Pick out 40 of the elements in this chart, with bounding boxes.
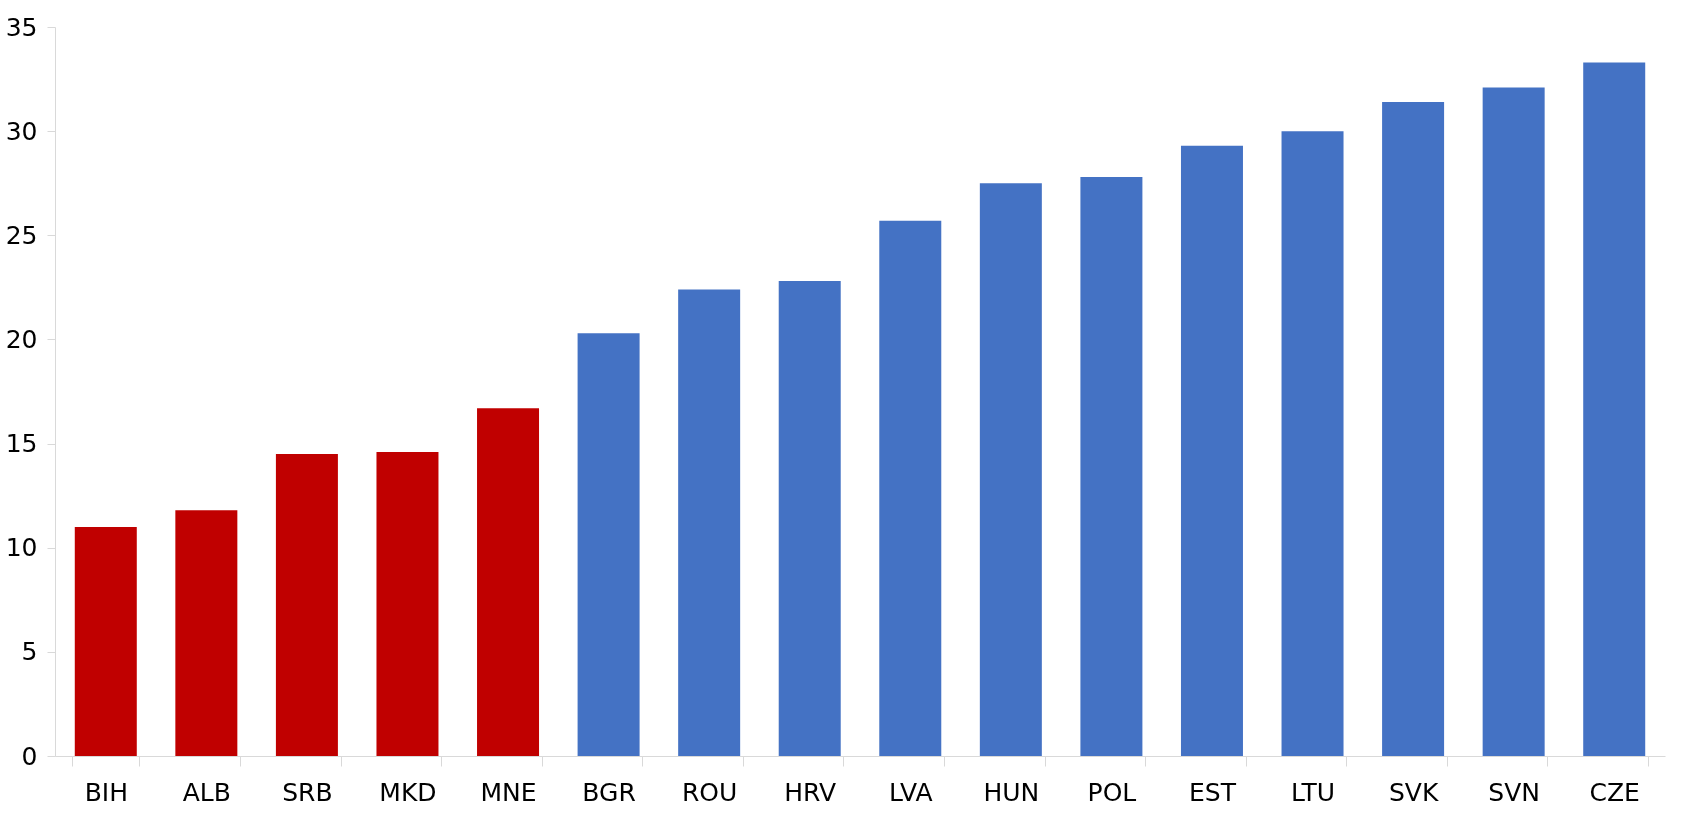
x-tick-label: BGR [582, 777, 636, 807]
bar [1281, 131, 1344, 756]
x-tick-label: ROU [681, 777, 738, 807]
bar [376, 451, 439, 756]
bar [175, 510, 238, 756]
y-tick-label: 5 [21, 637, 38, 667]
x-tick-label: HUN [983, 777, 1040, 807]
x-tick-label: SVK [1388, 777, 1439, 807]
bar [275, 453, 338, 756]
bar [1382, 101, 1445, 756]
bar [1180, 145, 1243, 756]
bar [778, 281, 841, 756]
x-tick-label: EST [1189, 777, 1237, 807]
x-tick-label: ALB [182, 777, 231, 807]
bar [879, 220, 942, 756]
bar [678, 289, 741, 756]
y-tick-label: 25 [5, 220, 38, 250]
x-tick-label: MKD [379, 777, 437, 807]
y-tick-label: 15 [5, 429, 38, 459]
bar [1080, 176, 1143, 756]
bar [577, 333, 640, 756]
bar [477, 408, 540, 756]
x-tick-label: LTU [1291, 777, 1336, 807]
bar [1482, 87, 1545, 756]
x-tick-label: POL [1087, 777, 1137, 807]
bar [74, 526, 137, 756]
bar [979, 183, 1042, 756]
x-tick-label: LVA [888, 777, 933, 807]
x-tick-label: SVN [1488, 777, 1540, 807]
y-tick-label: 0 [21, 741, 38, 771]
x-tick-label: HRV [784, 777, 837, 807]
x-tick-label: MNE [480, 777, 537, 807]
y-tick-label: 10 [5, 533, 38, 563]
y-tick-label: 35 [5, 12, 38, 42]
x-tick-label: BIH [84, 777, 128, 807]
y-tick-label: 30 [5, 116, 38, 146]
bar [1583, 62, 1646, 756]
x-tick-label: CZE [1589, 777, 1640, 807]
x-tick-label: SRB [282, 777, 333, 807]
y-tick-label: 20 [5, 324, 38, 354]
